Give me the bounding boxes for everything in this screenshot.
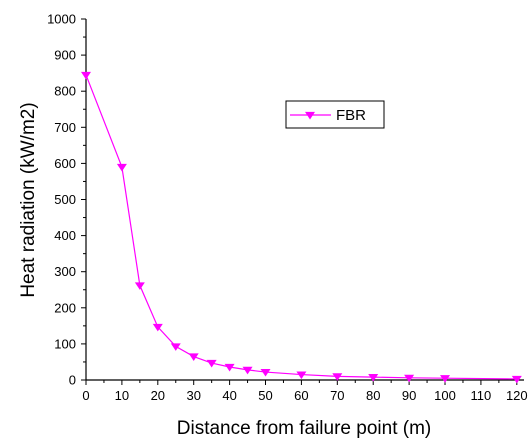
x-tick-label: 120 xyxy=(506,388,528,403)
data-point-marker xyxy=(404,374,415,383)
legend: FBR xyxy=(285,100,385,129)
data-point-marker xyxy=(440,375,451,383)
legend-marker-triangle-down xyxy=(305,111,315,120)
data-point-marker xyxy=(511,375,522,384)
y-tick-label: 700 xyxy=(54,120,76,135)
y-tick-label: 500 xyxy=(54,192,76,207)
x-tick-label: 30 xyxy=(186,388,200,403)
x-tick-label: 110 xyxy=(471,388,492,403)
x-tick-label: 10 xyxy=(115,388,129,403)
y-tick-label: 200 xyxy=(54,300,76,315)
x-axis-title: Distance from failure point (m) xyxy=(177,418,431,439)
data-point-marker xyxy=(81,71,91,80)
x-tick-label: 60 xyxy=(294,388,308,403)
y-tick-label: 400 xyxy=(54,228,76,243)
x-tick-label: 100 xyxy=(434,388,456,403)
x-tick-label: 90 xyxy=(402,388,416,403)
data-point-marker xyxy=(134,282,145,290)
data-point-marker xyxy=(332,373,343,381)
data-point-marker xyxy=(296,371,307,380)
data-point-marker xyxy=(170,343,181,351)
axes xyxy=(85,19,524,381)
y-tick-label: 100 xyxy=(54,336,76,351)
data-point-marker xyxy=(224,363,235,372)
x-tick-label: 80 xyxy=(366,388,380,403)
data-point-marker xyxy=(368,374,379,382)
x-tick-label: 0 xyxy=(82,388,89,403)
y-tick-label: 1000 xyxy=(47,12,76,27)
x-tick-label: 50 xyxy=(258,388,272,403)
series xyxy=(81,71,522,384)
y-tick-label: 0 xyxy=(69,373,76,388)
series-line-fbr xyxy=(85,74,517,380)
data-point-marker xyxy=(116,163,127,172)
data-point-marker xyxy=(242,366,253,375)
data-point-marker xyxy=(260,368,271,377)
y-axis-title: Heat radiation (kW/m2) xyxy=(18,102,39,297)
y-tick-label: 900 xyxy=(54,48,76,63)
y-tick-label: 600 xyxy=(54,156,76,171)
x-tick-label: 40 xyxy=(222,388,236,403)
x-tick-label: 20 xyxy=(151,388,165,403)
ticks: 0 100 200 300 400 500 600 700 800 900 1000 0 10 20 30 4… xyxy=(47,12,528,404)
x-tick-label: 70 xyxy=(330,388,344,403)
y-tick-label: 300 xyxy=(54,264,76,279)
legend-label-fbr: FBR xyxy=(336,107,366,124)
data-point-marker xyxy=(188,353,199,362)
y-tick-label: 800 xyxy=(54,84,76,99)
data-point-marker xyxy=(152,323,163,332)
data-point-marker xyxy=(206,359,217,368)
